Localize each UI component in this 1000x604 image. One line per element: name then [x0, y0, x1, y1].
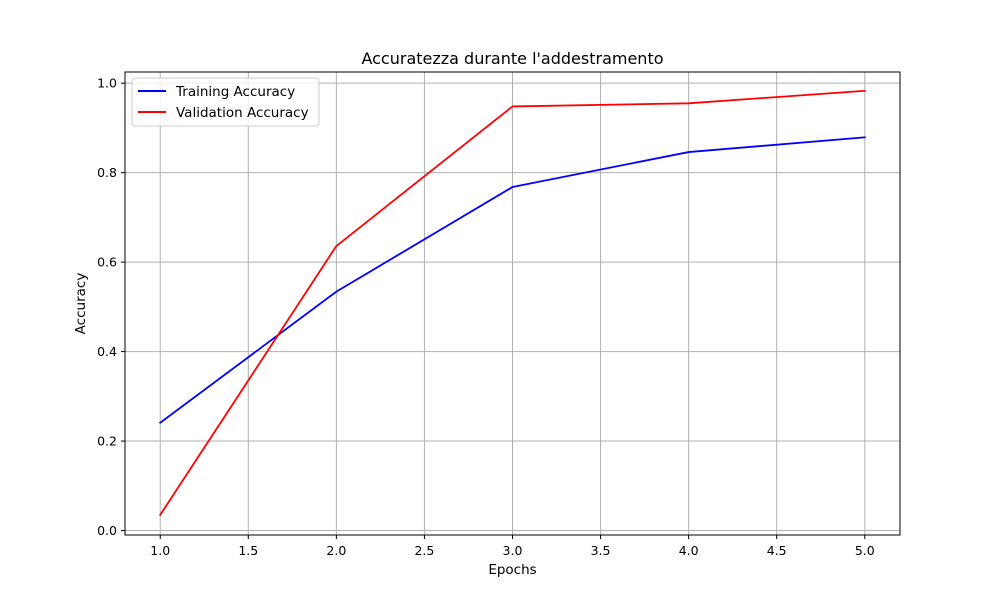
- y-tick-label: 1.0: [97, 76, 117, 91]
- y-tick-label: 0.2: [97, 434, 117, 449]
- y-tick-label: 0.6: [97, 255, 117, 270]
- y-tick-label: 0.4: [97, 344, 117, 359]
- x-axis-label: Epochs: [488, 562, 536, 578]
- x-tick-label: 5.0: [855, 543, 875, 558]
- series-line-validation-accuracy: [158, 89, 866, 517]
- x-tick-label: 2.0: [326, 543, 346, 558]
- legend-label-validation-accuracy: Validation Accuracy: [176, 105, 309, 121]
- y-axis-label: Accuracy: [73, 273, 89, 335]
- x-tick-label: 3.5: [591, 543, 611, 558]
- y-tick-label: 0.8: [97, 165, 117, 180]
- x-axis-ticks: 1.0 1.5 2.0 2.5 3.0 3.5 4.0 4.5 5.0: [150, 535, 875, 558]
- x-tick-label: 1.0: [150, 543, 170, 558]
- grid-lines: [125, 72, 900, 535]
- chart-title: Accuratezza durante l'addestramento: [361, 49, 663, 68]
- legend-label-training-accuracy: Training Accuracy: [175, 84, 295, 100]
- y-tick-label: 0.0: [97, 523, 117, 538]
- legend-box: [131, 77, 320, 127]
- legend: Training Accuracy Validation Accuracy: [131, 77, 320, 127]
- x-tick-label: 3.0: [503, 543, 523, 558]
- x-tick-label: 4.5: [767, 543, 787, 558]
- x-tick-label: 4.0: [679, 543, 699, 558]
- x-tick-label: 1.5: [238, 543, 258, 558]
- y-axis-ticks: 0.0 0.2 0.4 0.6 0.8 1.0: [97, 76, 125, 538]
- x-tick-label: 2.5: [414, 543, 434, 558]
- series-lines: [158, 89, 866, 517]
